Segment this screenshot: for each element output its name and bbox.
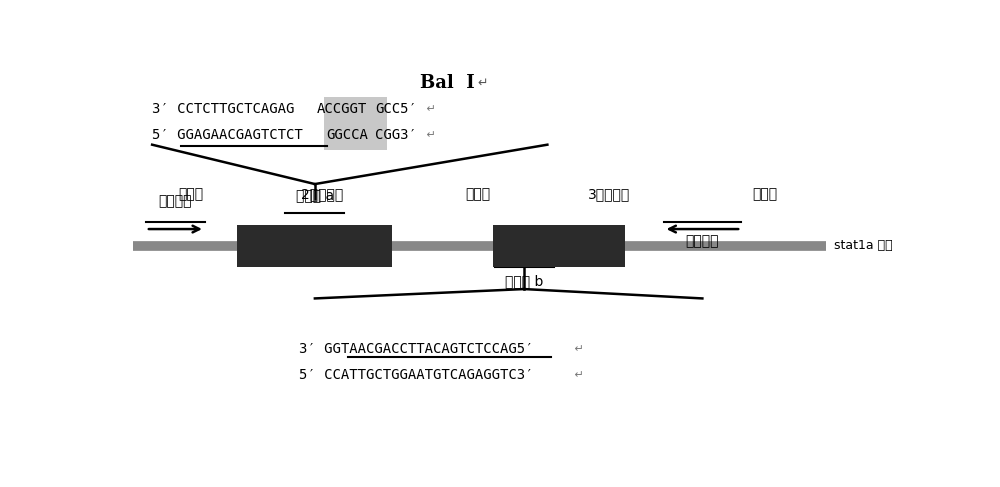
Text: 3′ GGTAACGACCTTACAGTCTCCAG5′: 3′ GGTAACGACCTTACAGTCTCCAG5′ [299,342,534,356]
Text: GCC5′: GCC5′ [375,102,417,116]
Text: 5′ CCATTGCTGGAATGTCAGAGGTC3′: 5′ CCATTGCTGGAATGTCAGAGGTC3′ [299,368,534,382]
Text: 3号外显子: 3号外显子 [588,187,631,201]
Text: ↵: ↵ [478,76,488,89]
Text: Bal  Ⅰ: Bal Ⅰ [420,74,474,92]
Text: 靶位点 b: 靶位点 b [505,274,543,288]
Text: GGCCA: GGCCA [326,128,368,142]
Text: ACCGGT: ACCGGT [317,102,367,116]
Text: 内含子: 内含子 [465,187,490,201]
Text: ↵: ↵ [571,370,584,380]
Text: ↵: ↵ [423,104,436,114]
Text: 靶位点 a: 靶位点 a [296,189,334,203]
Text: ↵: ↵ [571,344,584,354]
Text: CGG3′: CGG3′ [375,128,417,142]
Text: stat1a 基因: stat1a 基因 [834,240,893,252]
Bar [324,97,387,150]
Bar [493,225,625,266]
Text: ↵: ↵ [423,131,436,140]
Text: 3′ CCTCTTGCTCAGAG: 3′ CCTCTTGCTCAGAG [152,102,294,116]
Text: 内含子: 内含子 [178,187,203,201]
Text: 上游引物: 上游引物 [159,194,192,208]
Text: 下游引物: 下游引物 [686,235,719,249]
Text: 5′ GGAGAACGAGTCTCT: 5′ GGAGAACGAGTCTCT [152,128,303,142]
Text: 内含子: 内含子 [752,187,777,201]
Bar [237,225,392,266]
Text: 2号外显子: 2号外显子 [302,187,344,201]
